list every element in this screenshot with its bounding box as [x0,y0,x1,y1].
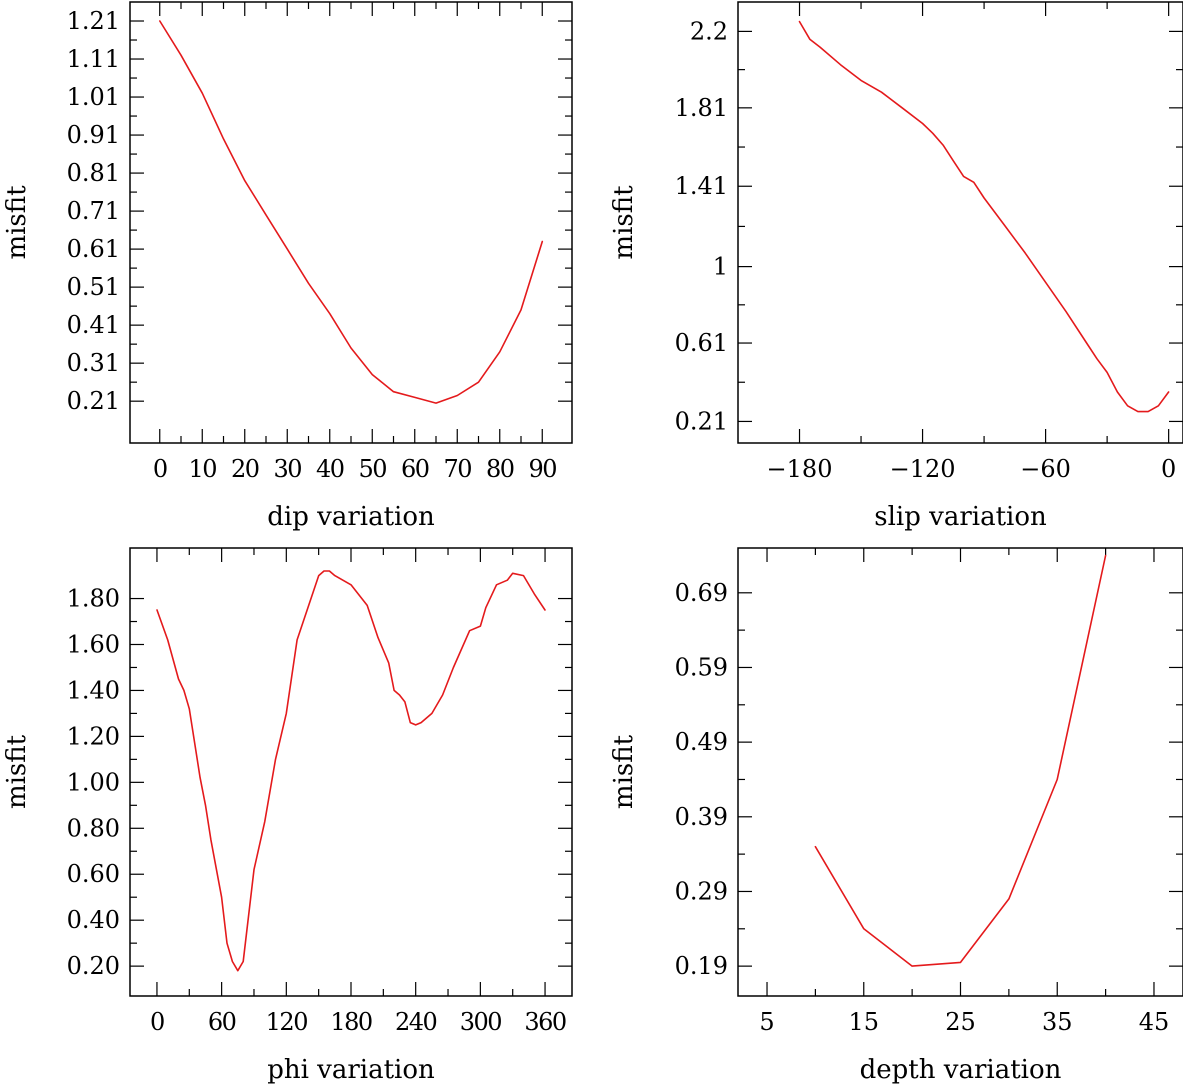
y-tick-label: 0.59 [675,653,728,681]
y-tick-label: 1.81 [675,94,728,122]
y-tick-label: 1.21 [67,7,120,35]
y-tick-label: 1.01 [67,83,120,111]
y-tick-label: 0.61 [67,235,120,263]
y-tick-label: 1.60 [67,630,120,658]
x-tick-label: 5 [759,1008,774,1036]
x-tick-label: −60 [1020,455,1071,483]
phi-variation-panel: 0.20 0.40 0.60 0.80 1.00 1.20 1.40 1.60 1.80 0 60 1… [2,547,573,1085]
x-tick-label: 60 [401,455,429,483]
y-axis-label: misfit [609,734,639,809]
y-tick-label: 0.21 [67,387,120,415]
y-tick-label: 1.40 [67,676,120,704]
x-axis-label: dip variation [267,502,435,532]
x-axis-label: slip variation [874,502,1047,532]
x-tick-label: 30 [273,455,301,483]
x-tick-label: 10 [188,455,216,483]
misfit-curve [814,554,1107,967]
y-tick-label: 2.2 [690,17,728,45]
x-tick-label: 360 [524,1008,566,1036]
x-tick-label: 25 [945,1008,976,1036]
x-tick-label: 240 [395,1008,437,1036]
misfit-curve [156,570,546,972]
x-tick-label: −180 [767,455,833,483]
dip-variation-panel: 0.21 0.31 0.41 0.51 0.61 0.71 0.81 0.91 1.01 1.11… [2,1,573,532]
y-tick-label: 0.21 [675,407,728,435]
x-axis-label: depth variation [860,1055,1062,1085]
y-tick-label: 1.80 [67,585,120,613]
y-tick-label: 0.69 [675,579,728,607]
y-tick-label: 0.41 [67,311,120,339]
depth-variation-panel: 0.19 0.29 0.39 0.49 0.59 0.69 5 15 25 35 45 depth v… [609,547,1183,1085]
misfit-curve [798,20,1170,413]
plot-frame [129,1,573,444]
x-tick-label: 50 [358,455,386,483]
y-axis-label: misfit [2,734,32,809]
y-axis-label: misfit [609,185,639,260]
x-tick-label: 60 [208,1008,236,1036]
x-tick-label: 0 [150,1008,164,1036]
y-tick-label: 0.20 [67,952,120,980]
y-tick-label: 0.19 [675,952,728,980]
y-tick-label: 0.49 [675,728,728,756]
x-axis-label: phi variation [267,1055,435,1085]
plot-frame [737,1,1183,444]
x-tick-label: 120 [266,1008,308,1036]
x-tick-label: 35 [1042,1008,1073,1036]
y-tick-label: 0.40 [67,906,120,934]
x-tick-label: 70 [443,455,471,483]
y-tick-label: 0.71 [67,197,120,225]
y-tick-label: 0.60 [67,860,120,888]
y-tick-label: 0.91 [67,121,120,149]
y-axis-label: misfit [2,185,32,260]
y-tick-label: 1.20 [67,722,120,750]
x-tick-label: 90 [528,455,556,483]
y-tick-label: 0.51 [67,273,120,301]
x-tick-label: 0 [153,455,167,483]
x-tick-label: 300 [460,1008,502,1036]
plot-frame [129,547,573,997]
misfit-curve [159,20,544,404]
y-tick-label: 0.80 [67,814,120,842]
slip-variation-panel: 0.21 0.61 1 1.41 1.81 2.2 −180 −120 −60 0 slip var… [609,1,1183,532]
y-tick-label: 1.00 [67,768,120,796]
x-tick-label: 0 [1161,455,1176,483]
y-tick-label: 0.61 [675,329,728,357]
y-tick-label: 0.81 [67,159,120,187]
x-tick-label: 15 [848,1008,879,1036]
y-tick-label: 0.31 [67,349,120,377]
y-tick-label: 0.29 [675,877,728,905]
x-tick-label: 80 [486,455,514,483]
x-tick-label: 20 [231,455,259,483]
y-tick-label: 1 [713,253,728,281]
plot-frame [737,547,1183,997]
y-tick-label: 1.41 [675,172,728,200]
x-tick-label: 40 [316,455,344,483]
x-tick-label: 45 [1139,1008,1170,1036]
x-tick-label: 180 [330,1008,372,1036]
y-tick-label: 1.11 [67,45,120,73]
y-tick-label: 0.39 [675,803,728,831]
x-tick-label: −120 [890,455,956,483]
